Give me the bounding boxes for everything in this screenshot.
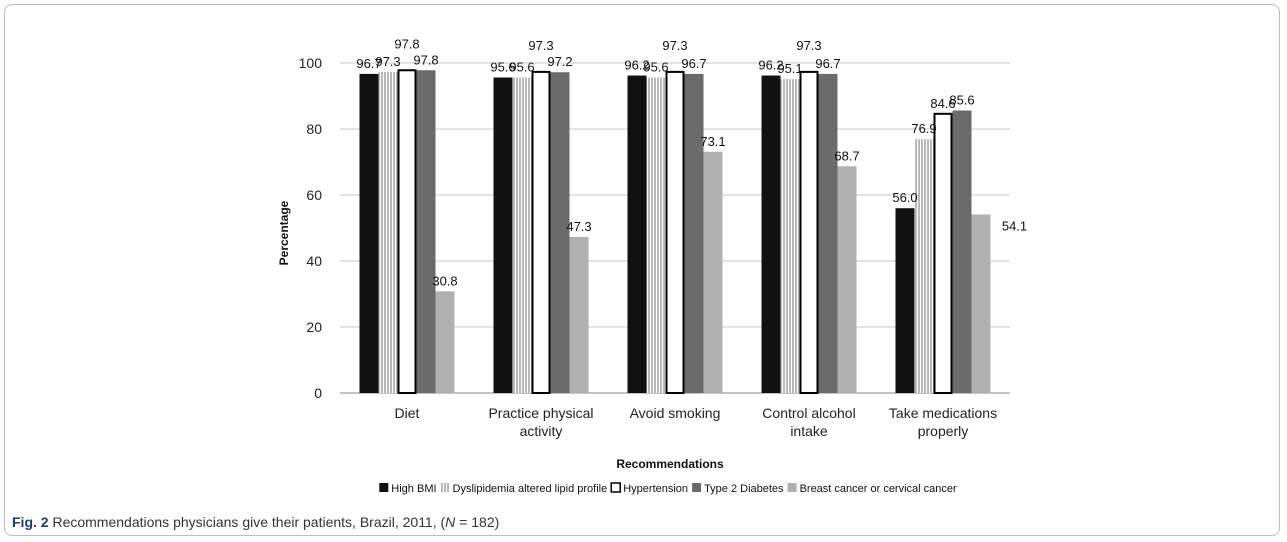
value-label: 96.2 <box>758 58 783 73</box>
value-label: 97.2 <box>547 54 572 69</box>
category-label: Avoid smoking <box>630 405 721 421</box>
y-tick-label: 60 <box>306 187 322 203</box>
bar <box>703 151 723 393</box>
legend-swatch <box>787 483 797 492</box>
bar <box>837 166 857 393</box>
category-label: Control alcohol <box>762 405 855 421</box>
value-label: 95.6 <box>643 60 668 75</box>
legend-label: High BMI <box>391 483 436 495</box>
value-label: 97.8 <box>394 36 419 51</box>
value-label: 97.8 <box>413 52 438 67</box>
x-axis-title: Recommendations <box>616 457 724 471</box>
value-label: 97.3 <box>528 38 553 53</box>
value-label: 73.1 <box>700 134 725 149</box>
value-label: 68.7 <box>834 148 859 163</box>
bar <box>378 71 398 393</box>
legend-swatch <box>610 482 621 493</box>
bar <box>933 112 953 394</box>
bar <box>493 77 513 394</box>
bar <box>914 139 934 393</box>
value-label: 95.6 <box>509 60 534 75</box>
value-label: 97.3 <box>796 38 821 53</box>
value-label: 96.7 <box>681 56 706 71</box>
bar <box>435 291 455 393</box>
value-label: 95.1 <box>777 61 802 76</box>
y-axis-title: Percentage <box>277 200 291 265</box>
bar <box>531 70 551 394</box>
bar <box>627 75 647 393</box>
bar <box>761 75 781 393</box>
value-label: 85.6 <box>949 93 974 108</box>
category-label: Diet <box>395 405 420 421</box>
legend-swatch <box>692 483 702 492</box>
value-label: 96.7 <box>356 56 381 71</box>
figure-label: Fig. 2 <box>12 514 49 530</box>
bar <box>569 236 589 393</box>
legend: High BMI Dyslipidemia altered lipid profi… <box>379 482 957 495</box>
bar <box>665 70 685 394</box>
category-label: intake <box>790 423 828 439</box>
legend-swatch <box>440 483 450 492</box>
value-label: 54.1 <box>1002 218 1027 233</box>
value-label: 96.2 <box>624 58 649 73</box>
category-label: activity <box>520 423 563 439</box>
legend-label: Breast cancer or cervical cancer <box>800 483 957 495</box>
bar <box>512 77 532 394</box>
bar <box>971 214 991 393</box>
bar <box>416 70 436 393</box>
bar <box>646 77 666 394</box>
legend-swatch <box>379 483 389 492</box>
value-label: 84.6 <box>930 96 955 111</box>
figure-caption: Fig. 2 Recommendations physicians give t… <box>12 514 499 530</box>
value-label: 76.9 <box>911 121 936 136</box>
figure-frame <box>4 4 1280 536</box>
caption-n-symbol: N <box>445 514 456 530</box>
category-label: properly <box>918 423 969 439</box>
bar <box>799 70 819 394</box>
value-label: 30.8 <box>432 273 457 288</box>
bars <box>359 69 991 394</box>
bar <box>895 208 915 393</box>
bar <box>684 73 704 393</box>
legend-label: Type 2 Diabetes <box>704 483 784 495</box>
y-tick-label: 80 <box>306 121 322 137</box>
bar <box>818 73 838 393</box>
bar <box>780 79 800 394</box>
bar <box>397 69 417 394</box>
bar <box>359 73 379 393</box>
y-tick-labels: 0 20 40 60 80 100 <box>299 55 323 401</box>
y-tick-label: 20 <box>306 319 322 335</box>
bar <box>952 110 972 394</box>
value-labels: 96.797.397.897.830.895.695.697.397.247.3… <box>356 36 1027 288</box>
category-label: Take medications <box>889 405 997 421</box>
category-label: Practice physical <box>488 405 593 421</box>
bar <box>550 72 570 394</box>
value-label: 56.0 <box>892 190 917 205</box>
caption-text-end: = 182) <box>455 514 500 530</box>
category-labels: Diet Practice physical activity Avoid smoki… <box>395 405 998 439</box>
y-tick-label: 0 <box>314 385 322 401</box>
y-tick-label: 40 <box>306 253 322 269</box>
value-label: 96.7 <box>815 56 840 71</box>
value-label: 97.3 <box>662 38 687 53</box>
legend-label: Dyslipidemia altered lipid profile <box>453 483 608 495</box>
value-label: 95.6 <box>490 60 515 75</box>
caption-text: Recommendations physicians give their pa… <box>48 514 446 530</box>
value-label: 97.3 <box>375 54 400 69</box>
y-tick-label: 100 <box>299 55 323 71</box>
value-label: 47.3 <box>566 219 591 234</box>
legend-label: Hypertension <box>623 483 688 495</box>
